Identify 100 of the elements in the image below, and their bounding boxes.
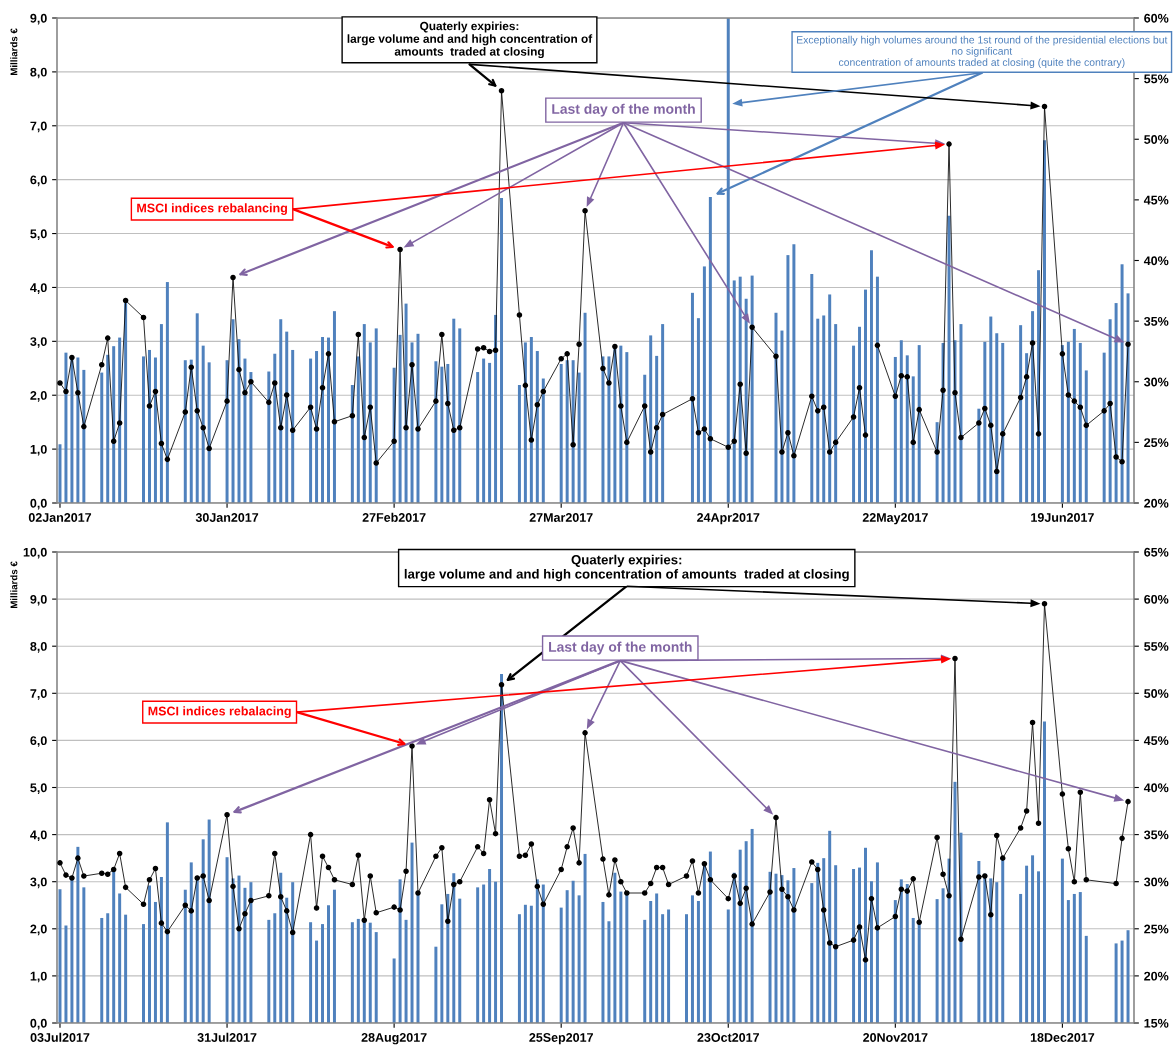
bar bbox=[82, 887, 86, 1023]
bar bbox=[619, 345, 623, 503]
bar bbox=[905, 355, 909, 503]
bar bbox=[201, 839, 205, 1023]
bar bbox=[780, 875, 784, 1023]
bar bbox=[577, 895, 581, 1023]
bar bbox=[959, 324, 963, 503]
y-tick-label: 7,0 bbox=[30, 121, 47, 133]
bar bbox=[368, 922, 372, 1023]
bar bbox=[165, 822, 169, 1023]
bar bbox=[875, 862, 879, 1023]
y-tick-label: 8,0 bbox=[30, 642, 47, 653]
bar bbox=[1043, 721, 1046, 1023]
bar bbox=[661, 324, 665, 503]
bar bbox=[667, 909, 671, 1023]
bar bbox=[356, 356, 360, 503]
bar bbox=[76, 846, 80, 1023]
bar bbox=[392, 958, 396, 1023]
y2-tick-label: 40% bbox=[1143, 256, 1169, 266]
bar bbox=[237, 339, 241, 503]
bar bbox=[249, 882, 253, 1023]
bar bbox=[977, 860, 981, 1023]
bar bbox=[1072, 893, 1076, 1023]
annotation: Quaterly expiries: large volume and and high concentration of amounts traded at closing bbox=[347, 21, 593, 59]
bar bbox=[327, 337, 330, 503]
bar bbox=[983, 341, 987, 503]
bar bbox=[541, 378, 545, 503]
bar bbox=[947, 215, 951, 503]
y2-tick-label: 35% bbox=[1144, 830, 1169, 840]
bar bbox=[207, 819, 211, 1023]
bar bbox=[786, 255, 790, 503]
y-tick-label: 4,0 bbox=[30, 830, 47, 842]
bar bbox=[1078, 892, 1082, 1023]
bar bbox=[410, 342, 414, 503]
bar bbox=[899, 879, 903, 1023]
bar bbox=[822, 315, 826, 503]
bar bbox=[1060, 345, 1064, 503]
bar bbox=[159, 324, 163, 503]
bar bbox=[159, 876, 163, 1023]
bar bbox=[183, 360, 187, 503]
y-tick-label: 3,0 bbox=[30, 337, 47, 348]
y2-tick-label: 30% bbox=[1144, 377, 1169, 387]
bar bbox=[100, 372, 104, 503]
bar bbox=[398, 879, 402, 1023]
bar bbox=[786, 880, 790, 1023]
bar bbox=[649, 901, 653, 1023]
y2-tick-label: 25% bbox=[1144, 438, 1169, 448]
y-tick-label: 5,0 bbox=[30, 783, 47, 794]
bar bbox=[76, 357, 80, 503]
bar bbox=[565, 890, 569, 1023]
bar bbox=[147, 349, 151, 503]
bar bbox=[398, 334, 402, 503]
bar bbox=[64, 925, 68, 1023]
bar bbox=[1066, 900, 1070, 1023]
bar bbox=[476, 372, 480, 503]
bar bbox=[744, 841, 748, 1023]
bar bbox=[368, 342, 372, 503]
bar bbox=[792, 244, 796, 503]
bar bbox=[1066, 341, 1070, 503]
bar bbox=[291, 882, 295, 1023]
bar bbox=[1072, 328, 1076, 503]
bar bbox=[726, 909, 730, 1023]
y-tick-label: 5,0 bbox=[30, 229, 47, 241]
bar bbox=[124, 914, 128, 1023]
y2-tick-label: 40% bbox=[1143, 783, 1169, 793]
bar bbox=[195, 313, 199, 503]
bar bbox=[1037, 871, 1041, 1023]
bar bbox=[852, 345, 856, 503]
y-tick-label: 4,0 bbox=[30, 283, 47, 294]
bar bbox=[195, 877, 199, 1023]
y2-tick-label: 60% bbox=[1144, 13, 1169, 23]
bar bbox=[619, 891, 623, 1023]
y2-tick-label: 15% bbox=[1144, 1018, 1169, 1028]
bar bbox=[165, 282, 169, 503]
bar bbox=[309, 358, 313, 503]
y2-tick-label: 65% bbox=[1144, 547, 1169, 557]
bar bbox=[732, 872, 736, 1023]
bar bbox=[541, 884, 545, 1023]
bar bbox=[941, 888, 945, 1023]
bar bbox=[708, 196, 712, 503]
bar bbox=[1120, 940, 1124, 1023]
y2-tick-label: 45% bbox=[1143, 736, 1169, 746]
annotation: MSCI indices rebalancing bbox=[137, 203, 287, 215]
bar bbox=[321, 924, 325, 1023]
bar bbox=[911, 917, 915, 1023]
bar bbox=[494, 881, 498, 1023]
bar bbox=[1025, 865, 1029, 1023]
bar bbox=[517, 384, 521, 503]
bar bbox=[750, 828, 754, 1023]
x-tick-label: 22May2017 bbox=[862, 513, 928, 525]
bar bbox=[267, 371, 271, 503]
x-tick-label: 25Sep2017 bbox=[529, 1033, 593, 1045]
y-tick-label: 6,0 bbox=[30, 175, 47, 187]
y2-tick-label: 20% bbox=[1144, 971, 1169, 981]
y-tick-label: 6,0 bbox=[30, 736, 47, 747]
bar bbox=[655, 893, 659, 1023]
bar bbox=[529, 337, 533, 503]
bar bbox=[1126, 930, 1130, 1023]
bar bbox=[1120, 264, 1124, 503]
bar bbox=[1114, 943, 1118, 1023]
